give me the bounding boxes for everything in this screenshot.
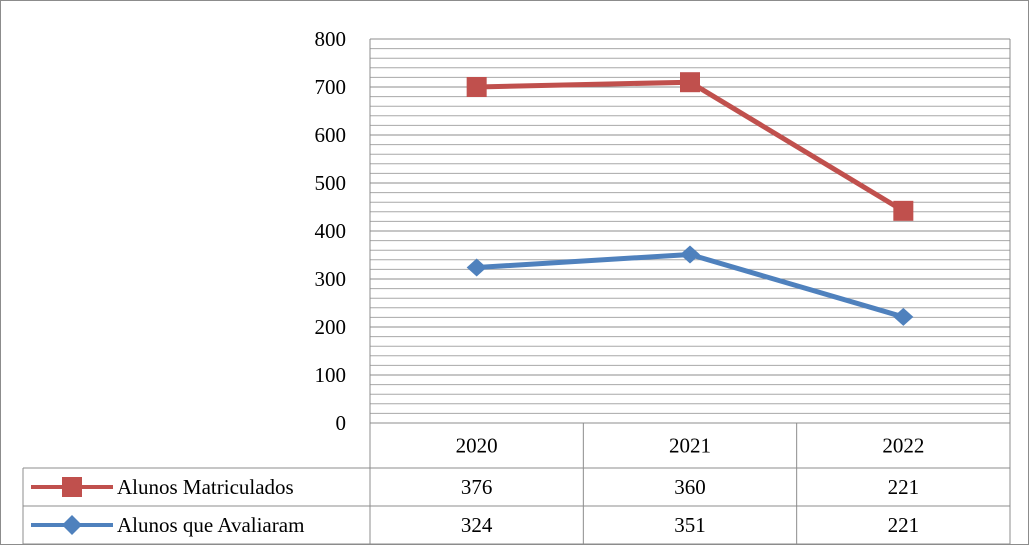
y-tick-label: 700 <box>315 75 347 99</box>
table-value: 324 <box>461 513 493 537</box>
table-value: 376 <box>461 475 493 499</box>
gridlines <box>369 38 1011 424</box>
y-tick-label: 300 <box>315 267 347 291</box>
series-line <box>476 79 905 213</box>
legend-label: Alunos que Avaliaram <box>117 513 304 537</box>
table-value: 360 <box>674 475 706 499</box>
table-value: 221 <box>888 475 920 499</box>
legend-diamond-marker <box>62 515 82 535</box>
y-tick-label: 500 <box>315 171 347 195</box>
data-point-square <box>680 72 700 93</box>
table-value: 221 <box>888 513 920 537</box>
data-point-diamond <box>466 258 487 277</box>
y-axis: 0 100 200 300 400 500 600 700 800 <box>315 27 347 435</box>
legend-label: Alunos Matriculados <box>117 475 294 499</box>
y-tick-label: 100 <box>315 363 347 387</box>
data-point-diamond <box>680 245 700 264</box>
y-tick-label: 200 <box>315 315 347 339</box>
legend-square-marker <box>62 477 82 497</box>
data-point-square <box>466 77 487 97</box>
x-category-label: 2020 <box>456 434 498 458</box>
data-table: 2020 2021 2022 Alunos Matriculados 376 360 221… <box>22 423 1011 545</box>
data-point-square <box>893 200 914 221</box>
table-value: 351 <box>674 513 706 537</box>
y-tick-label: 600 <box>315 123 347 147</box>
x-category-label: 2022 <box>882 434 924 458</box>
data-point-diamond <box>893 307 914 326</box>
series-lines <box>466 72 914 326</box>
x-category-label: 2021 <box>669 434 711 458</box>
y-tick-label: 0 <box>336 411 347 435</box>
y-tick-label: 800 <box>315 27 347 51</box>
y-tick-label: 400 <box>315 219 347 243</box>
